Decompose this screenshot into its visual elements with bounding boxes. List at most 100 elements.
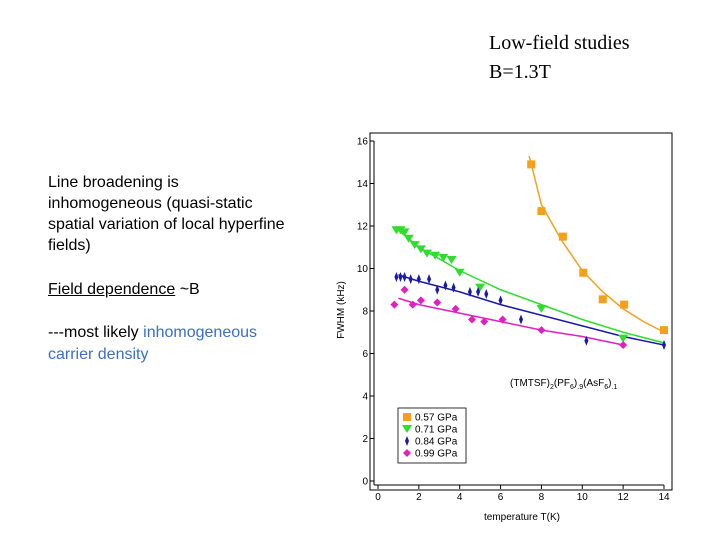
y-tick-label: 10 <box>357 264 369 275</box>
highlight-text: carrier density <box>48 346 149 363</box>
x-tick-label: 4 <box>457 492 463 503</box>
data-point <box>451 282 456 293</box>
x-tick-label: 2 <box>416 492 422 503</box>
y-tick-label: 14 <box>357 179 369 190</box>
data-point <box>527 160 536 169</box>
annotation-part: .9 <box>577 384 583 391</box>
data-point <box>408 300 417 309</box>
slide-title: Low-field studies <box>489 32 630 54</box>
data-point <box>399 228 410 237</box>
x-tick-label: 0 <box>375 492 381 503</box>
data-point <box>584 335 589 346</box>
y-tick-label: 12 <box>357 222 369 233</box>
annotation-part: 2 <box>550 384 554 391</box>
legend-marker <box>403 449 411 457</box>
data-point <box>537 326 546 335</box>
data-point <box>484 289 489 299</box>
highlight-text: inhomogeneous <box>143 324 258 341</box>
data-point <box>498 315 507 324</box>
x-tick-label: 8 <box>539 492 545 503</box>
x-tick-label: 6 <box>498 492 504 503</box>
data-point <box>536 304 547 313</box>
data-point <box>438 253 449 262</box>
legend-marker <box>403 413 411 421</box>
data-point <box>400 285 409 294</box>
data-point <box>475 283 486 292</box>
data-point <box>402 272 407 282</box>
x-tick-label: 14 <box>658 492 670 503</box>
data-point <box>398 272 403 282</box>
annotation-part: (AsF <box>583 378 604 389</box>
annotation-part: 6 <box>604 384 608 391</box>
data-point <box>618 334 629 343</box>
body-text: inhomogeneous (quasi-static <box>48 195 253 212</box>
annotation-part: 6 <box>570 384 574 391</box>
data-point <box>620 300 629 309</box>
annotation: (TMTSF)2(PF6).9(AsF6).1 <box>510 378 617 391</box>
legend-label: 0.71 GPa <box>415 425 458 436</box>
data-point <box>498 295 503 306</box>
data-point <box>467 315 476 324</box>
body-text: ---most likely inhomogeneous <box>48 324 257 342</box>
fit-line <box>398 274 665 346</box>
data-point <box>409 241 420 250</box>
data-point <box>619 341 628 349</box>
data-point <box>394 272 399 282</box>
data-point <box>660 326 668 335</box>
data-point <box>435 284 440 295</box>
annotation-part: .1 <box>611 384 617 391</box>
y-tick-label: 4 <box>362 392 368 403</box>
x-tick-label: 12 <box>618 492 630 503</box>
data-point <box>454 268 465 277</box>
data-point <box>408 274 413 285</box>
x-axis-label: temperature T(K) <box>484 512 560 523</box>
y-axis-label: FWHM (kHz) <box>336 281 347 339</box>
data-point <box>519 314 523 325</box>
data-point <box>467 286 472 297</box>
body-text: Field dependence ~B <box>48 281 200 299</box>
data-point <box>395 226 406 235</box>
body-text: spatial variation of local hyperfine <box>48 216 285 233</box>
body-text: ~B <box>179 281 200 298</box>
data-point <box>415 245 426 254</box>
data-point <box>662 340 666 350</box>
y-tick-label: 0 <box>362 477 368 488</box>
data-point <box>390 300 399 309</box>
body-text: Line broadening is <box>48 174 179 191</box>
data-point <box>558 232 567 241</box>
legend-label: 0.57 GPa <box>415 413 458 424</box>
x-tick-label: 10 <box>577 492 589 503</box>
legend-marker <box>405 436 409 446</box>
body-text: fields) <box>48 237 91 254</box>
underlined-text: Field dependence <box>48 281 176 298</box>
y-tick-label: 8 <box>362 307 368 318</box>
data-point <box>579 268 588 277</box>
data-point <box>416 274 421 285</box>
y-tick-label: 2 <box>362 434 368 445</box>
data-point <box>443 280 448 291</box>
data-point <box>433 298 442 307</box>
data-point <box>598 295 607 304</box>
annotation-part: (TMTSF) <box>510 378 550 389</box>
data-point <box>416 296 425 305</box>
annotation-part: (PF <box>554 378 570 389</box>
legend-marker <box>402 425 412 433</box>
data-point <box>451 304 460 313</box>
data-point <box>480 317 489 326</box>
data-point <box>476 286 481 297</box>
legend-label: 0.99 GPa <box>415 449 458 460</box>
y-tick-label: 16 <box>357 137 369 148</box>
legend-label: 0.84 GPa <box>415 437 458 448</box>
data-point <box>422 249 433 258</box>
data-point <box>430 251 441 260</box>
body-text: ---most likely <box>48 324 139 341</box>
data-point <box>537 207 546 216</box>
data-point <box>403 234 414 243</box>
data-point <box>427 274 432 285</box>
slide-title: B=1.3T <box>489 61 551 83</box>
y-tick-label: 6 <box>362 349 368 360</box>
annotation-part: ) <box>608 378 611 389</box>
fit-line <box>398 297 624 346</box>
